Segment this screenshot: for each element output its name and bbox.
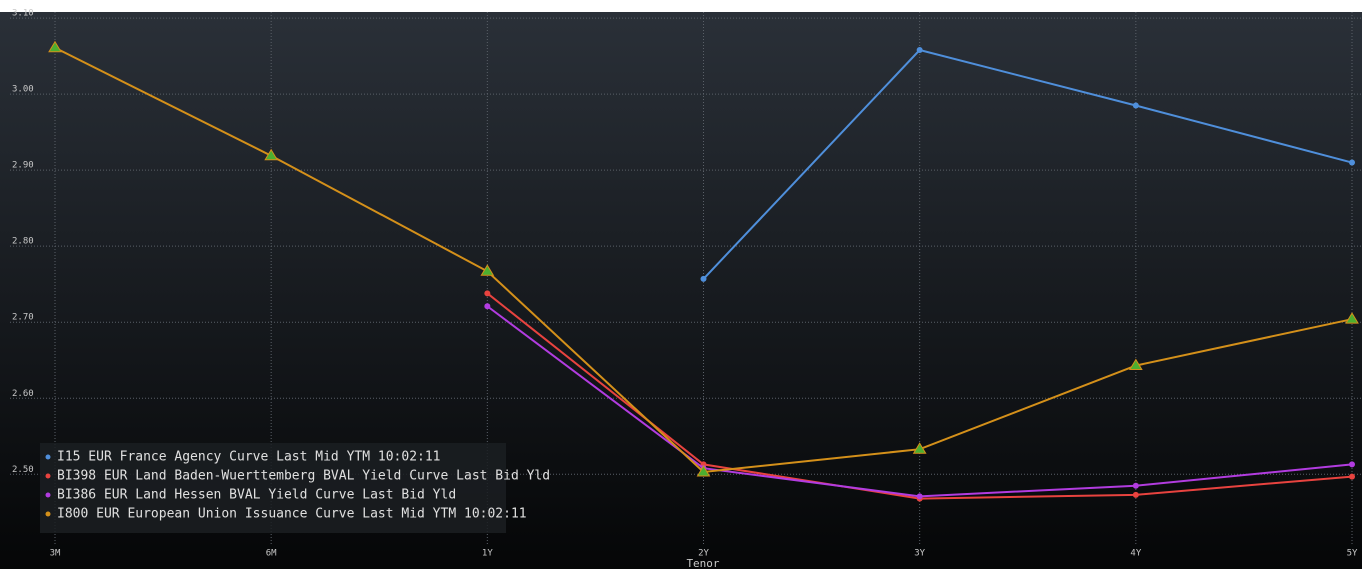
legend-swatch bbox=[45, 492, 51, 498]
point-marker bbox=[1349, 473, 1355, 480]
legend-label: I15 EUR France Agency Curve Last Mid YTM… bbox=[57, 450, 441, 465]
point-marker bbox=[484, 303, 491, 310]
y-tick-label: 3.00 bbox=[12, 85, 34, 95]
y-tick-label: 2.50 bbox=[12, 465, 34, 475]
point-marker bbox=[1132, 491, 1139, 498]
point-marker bbox=[264, 148, 279, 161]
legend-swatch bbox=[45, 473, 51, 479]
point-marker bbox=[912, 442, 927, 454]
x-tick-label: 5Y bbox=[1347, 549, 1358, 559]
point-marker bbox=[1349, 461, 1355, 468]
legend-label: BI398 EUR Land Baden-Wuerttemberg BVAL Y… bbox=[57, 469, 550, 484]
legend-swatch bbox=[45, 454, 51, 460]
point-marker bbox=[700, 275, 707, 282]
point-marker bbox=[480, 264, 495, 276]
point-marker bbox=[916, 493, 923, 500]
x-tick-label: 4Y bbox=[1130, 549, 1141, 559]
point-marker bbox=[48, 40, 62, 53]
point-marker bbox=[1132, 482, 1139, 489]
x-axis-label: Tenor bbox=[686, 557, 719, 569]
point-marker bbox=[1128, 358, 1143, 371]
x-tick-label: 1Y bbox=[482, 549, 493, 559]
point-marker bbox=[916, 47, 923, 54]
x-tick-label: 2Y bbox=[698, 549, 709, 559]
point-marker bbox=[1349, 159, 1355, 166]
series-line bbox=[702, 48, 1353, 280]
y-tick-label: 2.80 bbox=[12, 237, 34, 247]
y-tick-label: 2.90 bbox=[12, 161, 34, 171]
x-tick-label: 3M bbox=[50, 549, 61, 559]
x-tick-label: 6M bbox=[266, 549, 277, 559]
point-marker bbox=[1132, 102, 1139, 109]
point-marker bbox=[696, 465, 711, 477]
legend-label: I800 EUR European Union Issuance Curve L… bbox=[57, 507, 527, 522]
x-tick-label: 3Y bbox=[914, 549, 925, 559]
y-tick-label: 2.70 bbox=[12, 313, 34, 323]
y-tick-label: 2.60 bbox=[12, 389, 34, 399]
legend-box bbox=[40, 443, 506, 533]
point-marker bbox=[484, 290, 491, 297]
legend-swatch bbox=[45, 511, 51, 517]
legend-label: BI386 EUR Land Hessen BVAL Yield Curve L… bbox=[57, 488, 456, 503]
legend: I15 EUR France Agency Curve Last Mid YTM… bbox=[40, 443, 550, 533]
point-marker bbox=[1345, 312, 1359, 324]
y-tick-label: 3.10 bbox=[12, 9, 34, 19]
